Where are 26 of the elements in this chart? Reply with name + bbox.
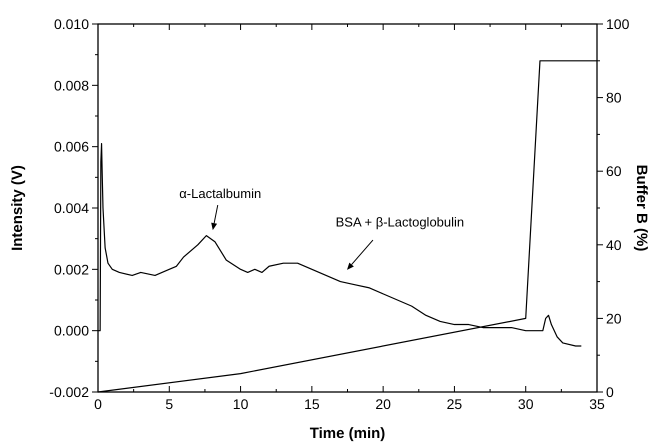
y2-tick-label: 100 (606, 16, 630, 32)
x-tick-label: 20 (375, 396, 392, 412)
annotation: α-Lactalbumin (179, 186, 262, 202)
x-axis-title: Time (min) (310, 425, 386, 442)
x-tick-label: 30 (518, 396, 534, 412)
y2-tick-label: 0 (606, 384, 614, 400)
y2-axis-title: Buffer B (%) (633, 164, 650, 252)
y2-tick-label: 20 (606, 310, 622, 326)
y-tick-label: 0.004 (54, 200, 90, 216)
y2-tick-label: 60 (606, 163, 622, 180)
y-tick-label: 0.008 (54, 77, 90, 94)
y-axis-title: Intensity (V) (9, 165, 26, 251)
y-tick-label: 0.006 (54, 138, 90, 155)
x-tick-label: 0 (94, 396, 102, 412)
y-tick-label: 0.000 (54, 322, 90, 339)
y-tick-label: -0.002 (49, 384, 90, 400)
x-tick-label: 10 (232, 396, 249, 412)
y2-tick-label: 80 (606, 90, 622, 106)
y-tick-label: 0.010 (54, 16, 90, 32)
x-tick-label: 5 (165, 396, 174, 412)
x-tick-label: 15 (304, 396, 320, 412)
annotation: BSA + β-Lactoglobulin (336, 214, 464, 230)
x-tick-label: 25 (446, 396, 462, 412)
y2-tick-label: 40 (606, 236, 622, 253)
x-tick-label: 35 (589, 396, 605, 412)
y-tick-label: 0.002 (54, 261, 90, 278)
